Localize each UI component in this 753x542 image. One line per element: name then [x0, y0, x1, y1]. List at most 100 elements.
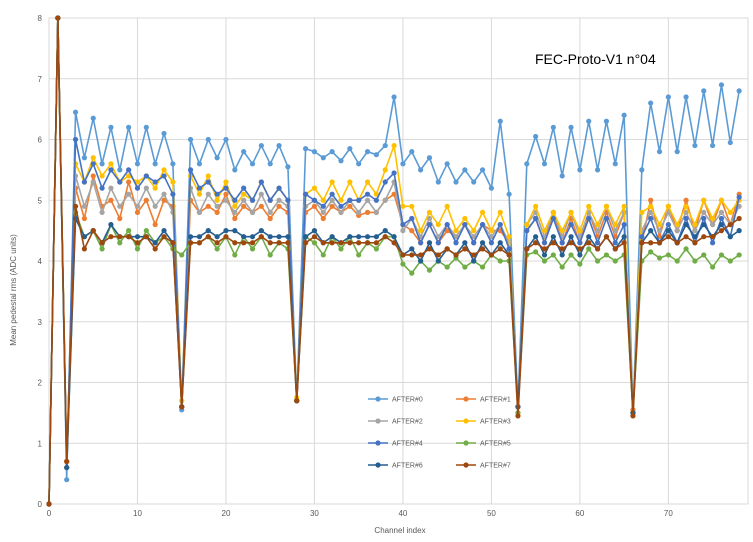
data-point: [329, 234, 335, 240]
data-point: [391, 170, 397, 176]
data-point: [418, 258, 424, 264]
data-point: [90, 228, 96, 234]
data-point: [258, 191, 264, 197]
data-point: [302, 146, 309, 152]
data-point: [196, 209, 203, 215]
data-point: [409, 252, 415, 258]
data-point: [170, 240, 176, 246]
data-point: [497, 246, 503, 252]
data-point: [727, 221, 733, 228]
data-point: [232, 228, 238, 234]
data-point: [409, 246, 415, 252]
data-point: [356, 234, 362, 240]
data-point: [612, 161, 618, 167]
data-point: [223, 179, 229, 185]
data-point: [134, 246, 141, 252]
data-point: [648, 228, 654, 234]
legend-item: AFTER#3: [456, 418, 511, 426]
data-point: [683, 221, 689, 228]
data-point: [329, 149, 335, 155]
data-point: [152, 161, 158, 167]
data-point: [488, 234, 495, 240]
data-point: [665, 94, 671, 100]
legend-label: AFTER#3: [480, 419, 511, 426]
data-point: [603, 215, 610, 222]
data-point: [338, 197, 344, 203]
data-point: [302, 191, 309, 197]
data-point: [347, 146, 353, 152]
data-point: [586, 203, 592, 209]
data-point: [214, 155, 220, 161]
data-point: [311, 185, 318, 191]
data-point: [506, 191, 512, 197]
data-point: [453, 252, 459, 258]
data-point: [577, 240, 583, 246]
data-point: [648, 209, 654, 215]
data-point: [621, 234, 627, 240]
data-point: [418, 167, 424, 173]
data-point: [126, 234, 132, 240]
data-point: [656, 228, 663, 234]
data-point: [586, 240, 592, 246]
data-point: [479, 167, 486, 173]
data-point: [612, 221, 618, 228]
data-point: [541, 228, 548, 234]
y-tick-label: 3: [38, 318, 43, 327]
data-point: [134, 234, 141, 240]
data-point: [718, 228, 725, 234]
data-point: [196, 234, 203, 240]
data-point: [214, 191, 220, 197]
data-point: [90, 155, 96, 161]
series-AFTER#7: [46, 15, 742, 507]
data-point: [134, 179, 141, 185]
data-point: [117, 234, 123, 240]
legend-swatch-marker: [375, 462, 381, 468]
data-point: [656, 149, 663, 155]
data-point: [506, 234, 512, 240]
data-point: [479, 264, 486, 270]
series-layer: [46, 15, 742, 507]
data-point: [683, 203, 689, 209]
data-point: [533, 240, 539, 246]
data-point: [497, 209, 503, 215]
data-point: [223, 228, 229, 234]
data-point: [134, 209, 141, 215]
x-tick-label: 60: [575, 509, 584, 518]
data-point: [400, 252, 406, 258]
data-point: [603, 118, 610, 124]
data-point: [152, 179, 158, 185]
data-point: [161, 228, 167, 234]
data-point: [108, 161, 114, 167]
data-point: [267, 209, 273, 215]
data-point: [550, 252, 556, 258]
data-point: [612, 240, 618, 246]
data-point: [488, 252, 495, 258]
legend-swatch-marker: [375, 440, 381, 446]
chart-title: FEC-Proto-V1 n°04: [535, 51, 656, 67]
data-point: [391, 234, 397, 240]
data-point: [488, 228, 495, 234]
data-point: [656, 240, 663, 246]
data-point: [126, 173, 132, 179]
data-point: [223, 234, 229, 240]
data-point: [621, 240, 627, 246]
data-point: [205, 173, 211, 179]
legend-label: AFTER#0: [392, 397, 423, 404]
data-point: [170, 161, 176, 167]
data-point: [338, 209, 344, 215]
data-point: [373, 240, 379, 246]
data-point: [99, 173, 105, 179]
data-point: [674, 258, 680, 264]
axes: 0 10 20 30 40 50 60 70 0 1 2 3 4 5 6 7 8: [38, 14, 674, 518]
data-point: [347, 197, 353, 203]
data-point: [471, 228, 477, 234]
data-point: [108, 167, 114, 173]
data-point: [285, 164, 291, 170]
data-point: [533, 133, 539, 140]
data-point: [223, 197, 229, 203]
data-point: [223, 191, 229, 197]
data-point: [418, 240, 424, 246]
data-point: [462, 221, 468, 228]
data-point: [258, 179, 264, 185]
data-point: [320, 155, 326, 161]
